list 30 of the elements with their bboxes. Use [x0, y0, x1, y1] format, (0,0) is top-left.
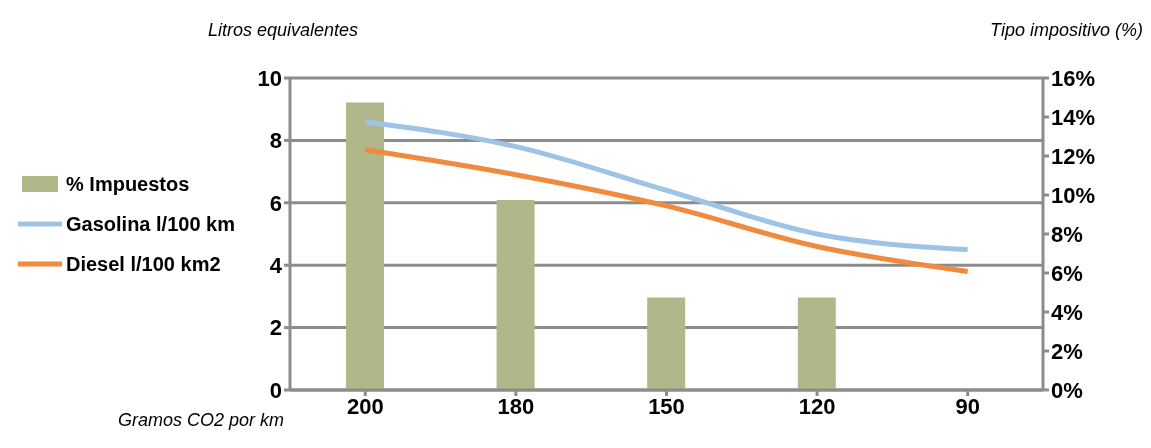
y2-tick-label: 0% [1051, 377, 1083, 403]
y-tick-label: 6 [269, 190, 282, 216]
y2-tick-label: 16% [1051, 65, 1096, 91]
y-tick-label: 2 [269, 315, 282, 341]
y-tick-label: 0 [269, 377, 282, 403]
bar [647, 297, 686, 390]
y2-tick-label: 2% [1051, 338, 1083, 364]
y2-tick-label: 6% [1051, 260, 1083, 286]
bar [345, 102, 384, 390]
y-tick-label: 8 [269, 128, 282, 154]
y-tick-label: 10 [257, 65, 282, 91]
y2-tick-label: 8% [1051, 221, 1083, 247]
legend-label: % Impuestos [66, 172, 190, 197]
y-axis-title: Litros equivalentes [208, 20, 359, 41]
x-tick-label: 120 [798, 393, 836, 419]
y2-tick-label: 14% [1051, 104, 1096, 130]
bar [797, 297, 836, 390]
legend-label: Diesel l/100 km2 [66, 252, 221, 277]
y2-tick-label: 10% [1051, 182, 1096, 208]
x-tick-label: 200 [346, 393, 384, 419]
x-tick-label: 180 [497, 393, 535, 419]
x-tick-label: 90 [955, 393, 980, 419]
legend-label: Gasolina l/100 km [66, 212, 235, 237]
y2-tick-label: 4% [1051, 299, 1083, 325]
y-tick-label: 4 [269, 253, 283, 279]
x-tick-label: 150 [648, 393, 685, 419]
y2-tick-label: 12% [1051, 143, 1096, 169]
y2-axis-title: Tipo impositivo (%) [990, 20, 1143, 41]
x-axis-title: Gramos CO2 por km [118, 410, 285, 431]
bar [496, 199, 535, 390]
